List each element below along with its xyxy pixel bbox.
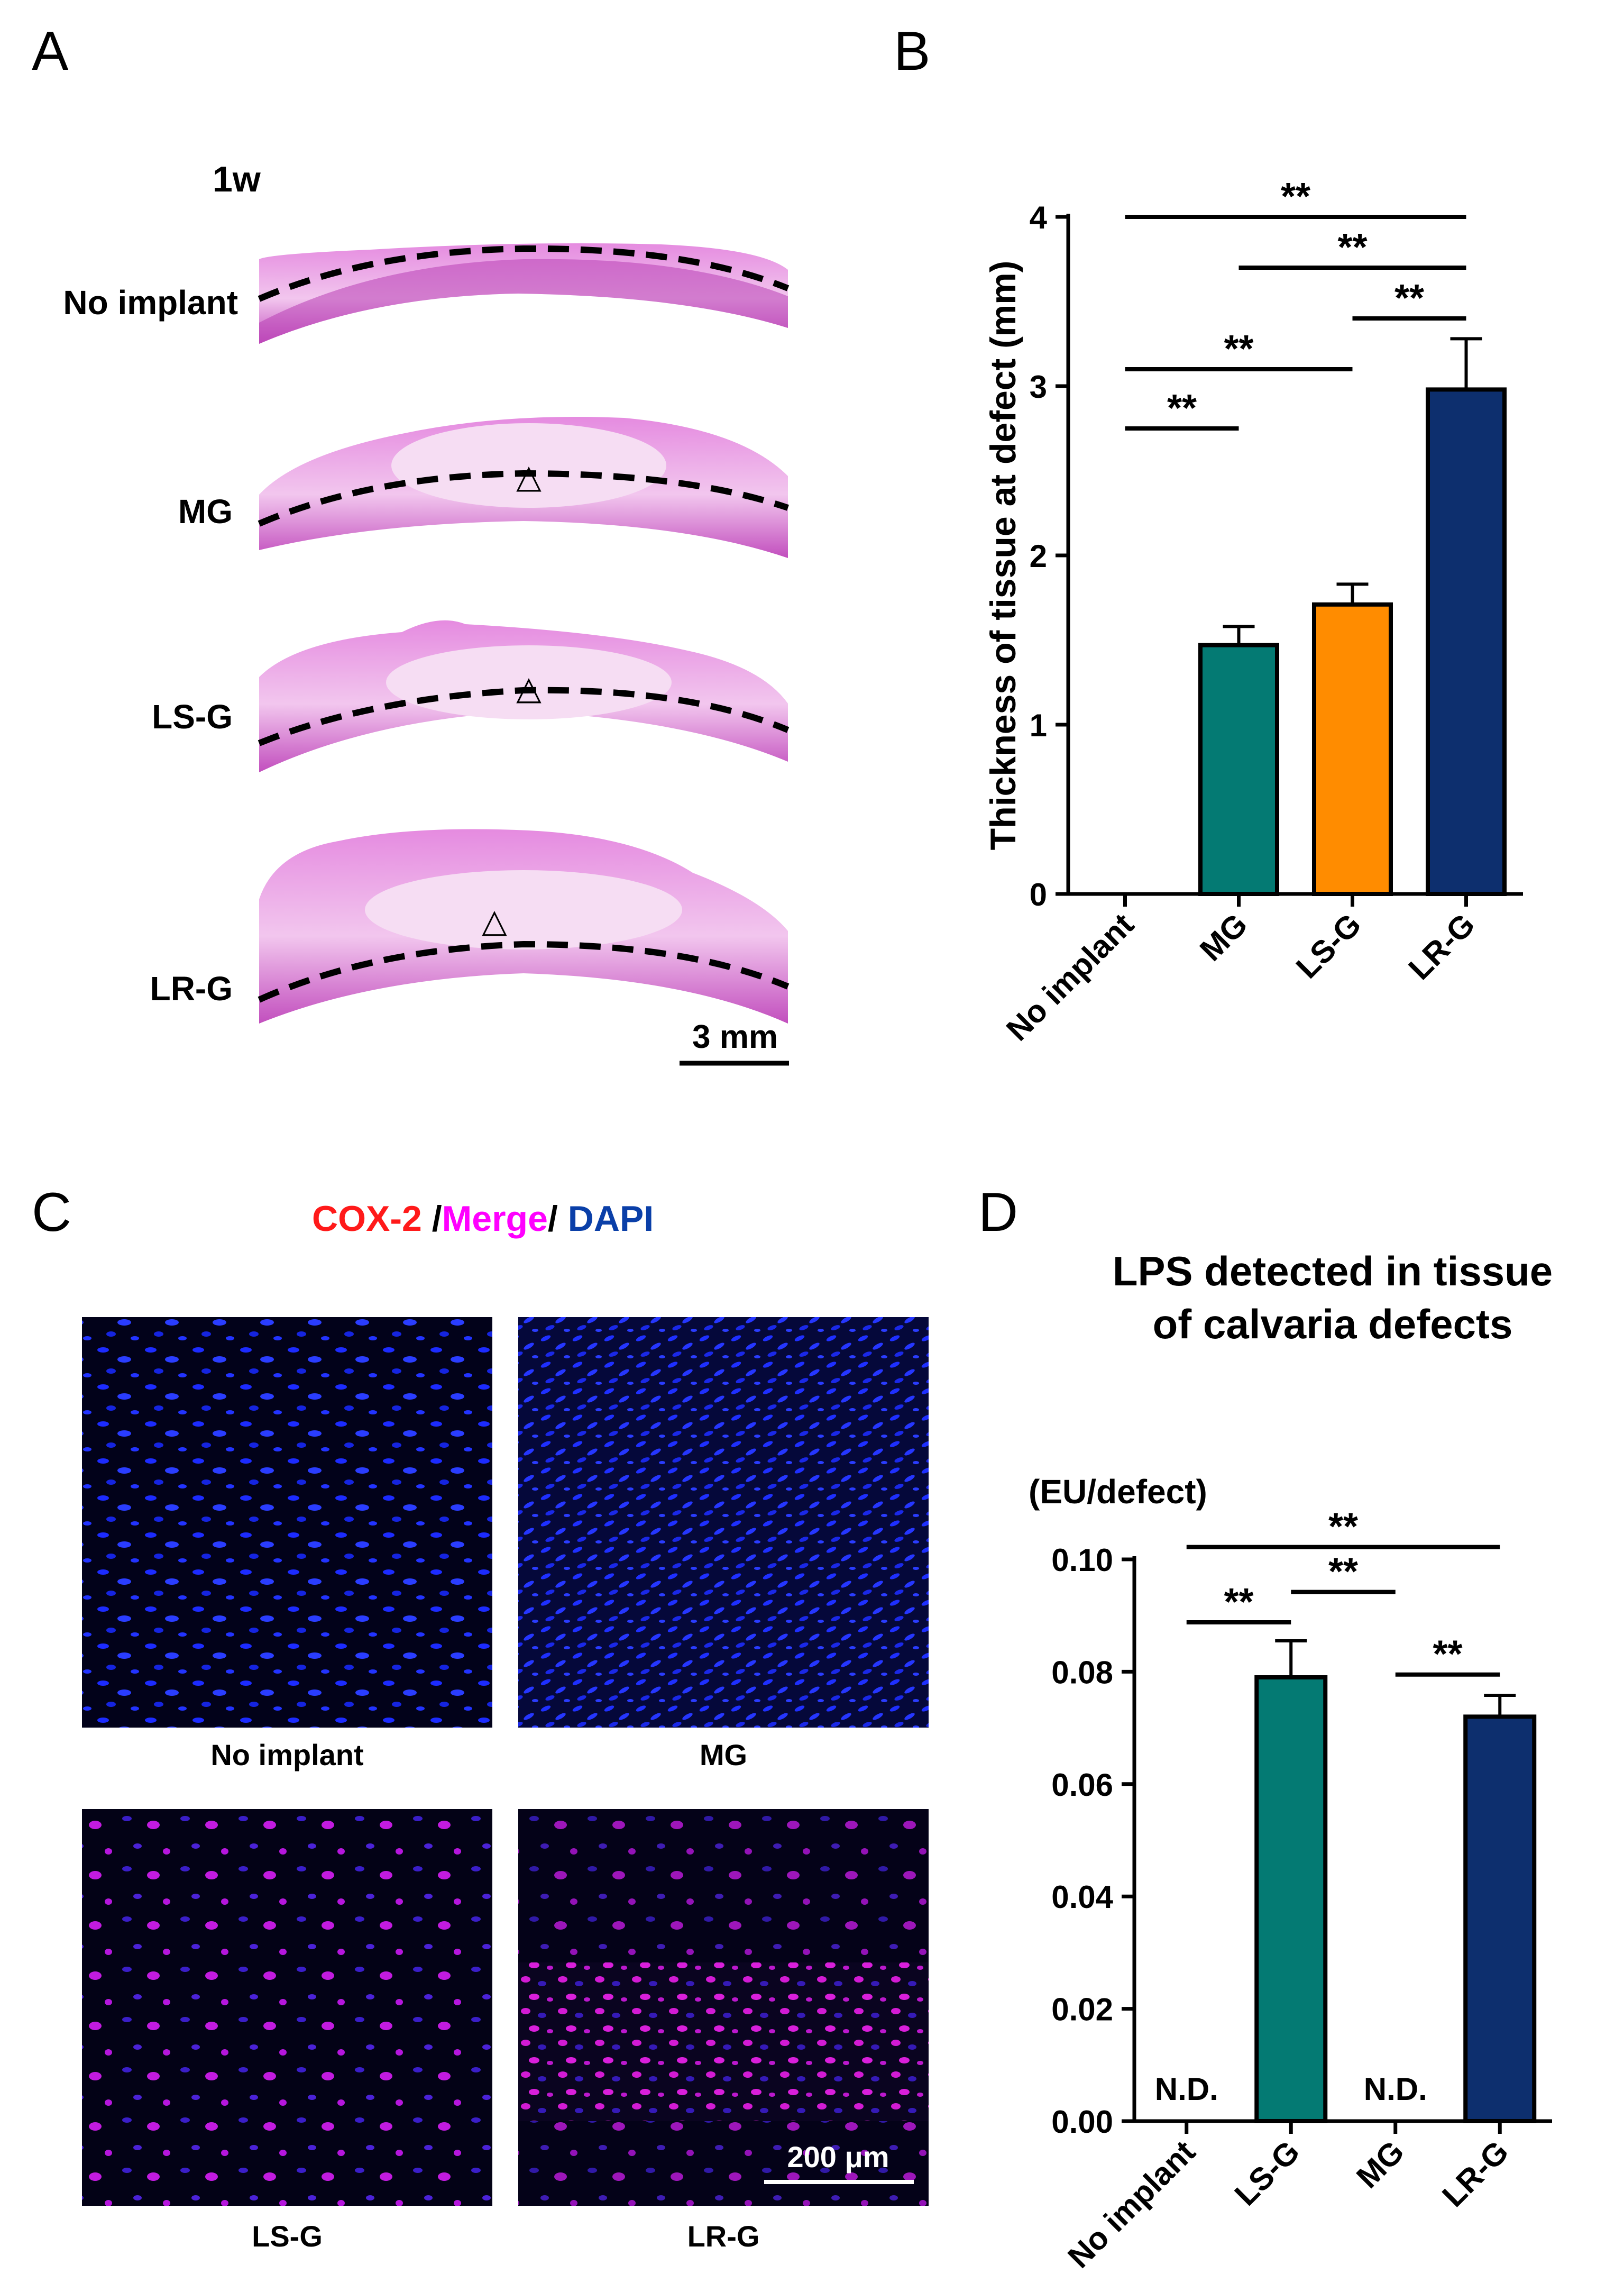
chart-b-significance-label: ** <box>1337 226 1367 269</box>
if-image-label: LR-G <box>687 2220 760 2253</box>
implant-marker-icon: △ <box>482 903 507 939</box>
if-image-no-implant <box>82 1317 492 1728</box>
if-image-mg <box>518 1317 929 1728</box>
he-section-no-implant <box>258 243 790 344</box>
histo-row-label: LR-G <box>150 970 233 1008</box>
chart-b-x-tick-label: MG <box>1193 907 1254 968</box>
chart-b-x-tick-label: No implant <box>999 907 1141 1048</box>
chart-b-x-tick-label: LR-G <box>1402 907 1482 987</box>
he-section-ls-g: △ <box>258 620 790 772</box>
panel-c-letter: C <box>32 1182 72 1243</box>
he-section-mg: △ <box>258 417 789 558</box>
chart-d-x-tick-label: LR-G <box>1435 2134 1515 2214</box>
panel-a-letter: A <box>32 21 69 82</box>
legend-dapi: DAPI <box>557 1199 654 1239</box>
chart-d-significance-label: ** <box>1328 1551 1358 1593</box>
chart-d-x-tick-label: LS-G <box>1228 2134 1307 2213</box>
chart-b-significance-label: ** <box>1281 176 1310 218</box>
implant-marker-icon: △ <box>516 670 542 707</box>
histo-row-label: MG <box>178 492 233 531</box>
chart-d-bar <box>1463 1714 1537 2123</box>
chart-b-x-tick-label: LS-G <box>1289 907 1368 985</box>
chart-d-y-tick-label: 0.00 <box>1051 2104 1113 2140</box>
legend-merge: Merge <box>442 1199 548 1239</box>
panel-d-letter: D <box>978 1182 1019 1243</box>
chart-d-x-tick-label: No implant <box>1061 2134 1202 2269</box>
chart-b-bar <box>1426 387 1507 896</box>
chart-d-bar <box>1254 1675 1328 2123</box>
chart-d-nd-label: N.D. <box>1364 2071 1427 2107</box>
chart-d-y-tick-label: 0.02 <box>1051 1992 1113 2028</box>
chart-b-significance-label: ** <box>1224 328 1253 370</box>
chart-b-y-tick-label: 4 <box>1030 200 1048 235</box>
chart-d-significance-label: ** <box>1433 1633 1462 1676</box>
histo-row-label: LS-G <box>152 698 233 736</box>
chart-b-y-tick-label: 3 <box>1030 369 1047 405</box>
chart-d-y-tick-label: 0.08 <box>1051 1655 1113 1690</box>
chart-d-significance-label: ** <box>1224 1581 1253 1623</box>
histology-sections: △ △ △ <box>258 243 790 1066</box>
timepoint-label: 1w <box>213 159 261 199</box>
chart-b-significance-label: ** <box>1394 277 1424 319</box>
legend-cox2: COX-2 <box>312 1199 422 1239</box>
legend-sep: / <box>421 1199 442 1239</box>
chart-d-y-label: (EU/defect) <box>1029 1473 1207 1511</box>
chart-d: 0.00 0.02 0.04 0.06 0.08 0.10 No implant LS-G MG… <box>1029 1248 1553 2269</box>
histo-row-label: No implant <box>63 284 238 322</box>
legend-sep: / <box>547 1199 558 1239</box>
chart-b: 0 1 2 3 4 No implant MG LS-G LR-G ** ** ** ** ** Thick… <box>983 176 1523 1048</box>
chart-b-y-tick-label: 0 <box>1030 877 1047 912</box>
chart-b-y-tick-label: 2 <box>1030 538 1047 574</box>
chart-d-nd-label: N.D. <box>1155 2071 1218 2107</box>
chart-d-title: of calvaria defects <box>1153 1301 1513 1347</box>
stain-legend: COX-2 /Merge/ DAPI <box>312 1198 654 1239</box>
chart-b-y-label: Thickness of tissue at defect (mm) <box>983 261 1023 851</box>
chart-d-x-tick-label: MG <box>1350 2134 1411 2195</box>
chart-d-y-tick-label: 0.06 <box>1051 1767 1113 1803</box>
chart-d-y-tick-label: 0.04 <box>1051 1879 1113 1915</box>
chart-b-bar <box>1198 643 1279 896</box>
implant-marker-icon: △ <box>516 459 542 495</box>
if-image-label: LS-G <box>252 2220 323 2253</box>
chart-b-significance-label: ** <box>1167 387 1197 430</box>
fluorescence-images <box>82 1317 929 2206</box>
if-image-ls-g <box>82 1809 492 2206</box>
chart-d-significance-label: ** <box>1328 1506 1358 1548</box>
chart-b-y-tick-label: 1 <box>1030 708 1047 743</box>
he-section-lr-g: △ <box>258 829 790 1024</box>
scale-bar-a-label: 3 mm <box>692 1019 778 1055</box>
chart-d-y-tick-label: 0.10 <box>1051 1542 1113 1578</box>
panel-b-letter: B <box>894 21 931 82</box>
if-image-label: No implant <box>210 1738 364 1771</box>
chart-b-bar <box>1312 602 1393 896</box>
if-image-label: MG <box>699 1738 748 1771</box>
scale-bar-c-label: 200 μm <box>787 2140 889 2173</box>
chart-d-title: LPS detected in tissue <box>1113 1248 1553 1294</box>
